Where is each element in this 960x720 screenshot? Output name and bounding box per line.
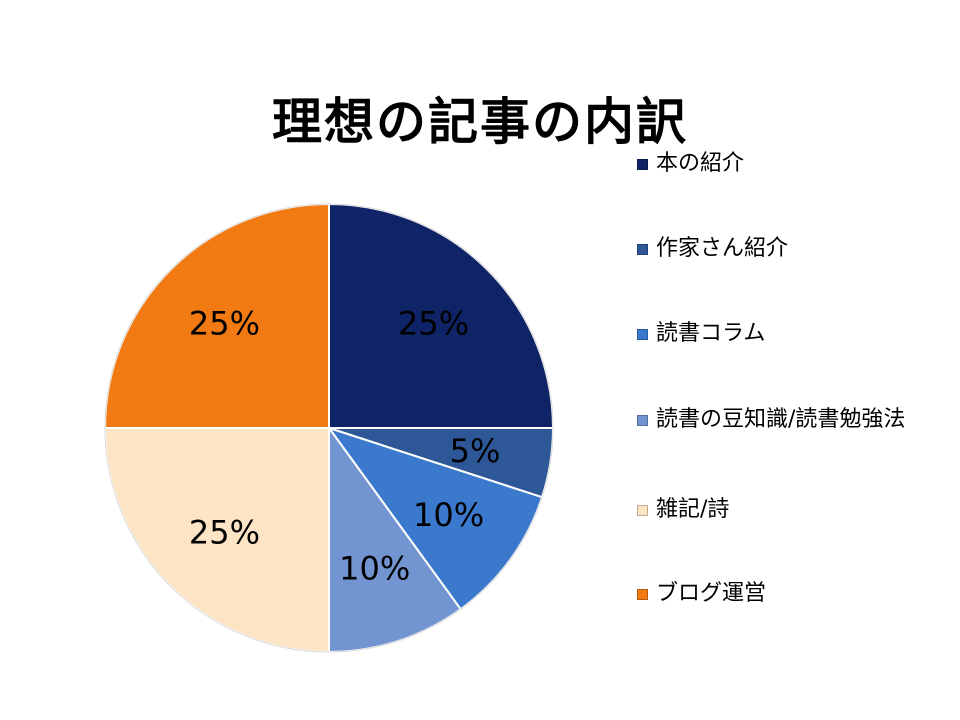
legend-swatch-6 (637, 589, 648, 600)
pie-slice-5 (104, 427, 330, 653)
pie-slice-4 (328, 427, 462, 653)
legend-label-1: 本の紹介 (656, 151, 745, 176)
chart-title: 理想の記事の内訳 (272, 93, 688, 151)
legend-item-5: 雑記/詩 (637, 494, 937, 526)
legend-swatch-3 (637, 329, 648, 340)
pie-slices (104, 203, 554, 653)
legend-label-4: 読書の豆知識/読書勉強法 (656, 407, 906, 432)
data-label-3: 10% (413, 496, 484, 534)
data-label-4: 10% (339, 550, 410, 588)
data-label-1: 25% (398, 304, 469, 342)
legend-label-5: 雑記/詩 (656, 497, 730, 522)
legend-swatch-5 (637, 505, 648, 516)
legend-item-3: 読書コラム (637, 318, 937, 350)
legend-label-6: ブログ運営 (656, 581, 767, 606)
data-label-5: 25% (189, 514, 260, 552)
legend-swatch-4 (637, 415, 648, 426)
data-label-2: 5% (450, 432, 501, 470)
pie-data-labels: 25% 5% 10%10% 25% 25% (189, 304, 501, 587)
legend-swatch-2 (637, 244, 648, 255)
legend-item-4: 読書の豆知識/読書勉強法 (637, 404, 937, 436)
pie-rim (104, 203, 554, 653)
data-label-6: 25% (189, 304, 260, 342)
legend-label-2: 作家さん紹介 (656, 236, 789, 261)
pie-slice-6 (104, 203, 330, 429)
legend-label-3: 読書コラム (656, 321, 766, 346)
pie-slice-3 (328, 427, 544, 611)
legend-item-2: 作家さん紹介 (637, 233, 937, 265)
pie-slice-1 (328, 203, 554, 429)
legend-item-1: 本の紹介 (637, 148, 937, 180)
legend-item-6: ブログ運営 (637, 578, 937, 610)
legend-swatch-1 (637, 159, 648, 170)
